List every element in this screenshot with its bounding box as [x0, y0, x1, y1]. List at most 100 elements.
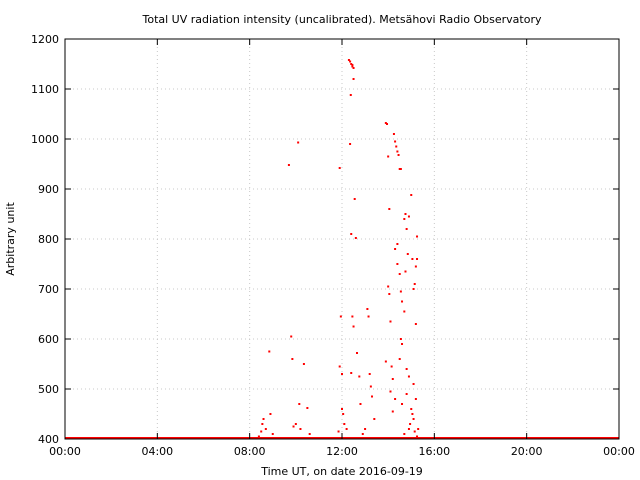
data-point	[397, 154, 400, 156]
data-point	[358, 375, 361, 378]
y-tick-label: 1000	[31, 133, 59, 146]
data-point	[416, 235, 419, 238]
data-point	[413, 430, 416, 433]
data-point	[411, 258, 414, 260]
data-point	[416, 435, 419, 438]
data-point	[396, 263, 399, 265]
gridlines	[65, 39, 619, 439]
x-tick-label: 04:00	[141, 445, 173, 458]
data-point	[399, 290, 402, 293]
data-point	[291, 358, 294, 360]
data-point	[345, 428, 348, 430]
data-point	[395, 145, 398, 148]
data-point	[373, 418, 376, 420]
data-point	[338, 365, 341, 368]
data-point	[384, 122, 387, 124]
data-point	[297, 141, 300, 144]
data-point	[339, 315, 342, 318]
data-point	[413, 283, 416, 285]
data-point	[354, 237, 357, 239]
data-point	[412, 383, 415, 385]
data-point	[308, 433, 311, 435]
data-point	[342, 413, 345, 415]
data-point	[347, 59, 350, 61]
data-point	[351, 315, 354, 318]
data-point	[257, 435, 260, 438]
data-point	[394, 248, 397, 250]
y-tick-label: 1200	[31, 33, 59, 46]
data-point	[411, 413, 414, 415]
data-point	[403, 218, 406, 220]
data-point	[356, 352, 359, 354]
data-point	[343, 423, 346, 425]
x-tick-label: 16:00	[418, 445, 450, 458]
data-point	[405, 368, 408, 370]
data-point	[361, 433, 364, 435]
y-tick-label: 500	[38, 383, 59, 396]
x-tick-label: 00:00	[49, 445, 81, 458]
data-point	[350, 372, 353, 374]
data-point	[388, 208, 391, 210]
data-point	[390, 365, 393, 368]
data-point	[349, 94, 352, 96]
y-tick-label: 400	[38, 433, 59, 446]
data-point	[371, 395, 374, 398]
data-point	[271, 433, 274, 435]
data-point	[414, 265, 417, 268]
y-tick-label: 600	[38, 333, 59, 346]
data-point	[352, 78, 355, 80]
data-point	[290, 335, 293, 338]
data-point	[398, 168, 401, 170]
data-point	[405, 228, 408, 230]
data-point	[396, 150, 399, 153]
data-point	[404, 270, 407, 273]
y-tick-label: 1100	[31, 83, 59, 96]
x-axis-label: Time UT, on date 2016-09-19	[260, 465, 423, 478]
data-point	[416, 258, 419, 260]
data-point	[394, 140, 397, 143]
data-point	[261, 423, 264, 425]
data-point	[407, 215, 410, 218]
data-point	[388, 293, 391, 295]
data-point	[387, 285, 390, 288]
data-point	[407, 428, 410, 430]
x-tick-label: 12:00	[326, 445, 358, 458]
data-point	[412, 288, 415, 290]
data-point	[350, 233, 353, 235]
data-point	[287, 164, 290, 166]
data-point	[399, 168, 402, 170]
data-point	[298, 403, 301, 405]
y-axis-label: Arbitrary unit	[4, 202, 17, 276]
data-point	[398, 273, 401, 275]
data-point	[407, 375, 410, 378]
data-point	[341, 408, 343, 410]
data-point	[299, 428, 302, 430]
data-point	[302, 363, 305, 365]
data-point	[369, 385, 372, 388]
data-point	[391, 378, 394, 380]
y-tick-label: 800	[38, 233, 59, 246]
data-point	[262, 418, 265, 420]
data-point	[410, 194, 413, 196]
data-point	[268, 350, 271, 353]
data-point	[396, 243, 399, 245]
data-point	[394, 398, 397, 400]
data-point	[338, 167, 341, 169]
y-tick-label: 900	[38, 183, 59, 196]
data-point	[294, 423, 297, 425]
data-point	[417, 428, 420, 430]
data-point	[366, 308, 369, 310]
data-point	[352, 67, 355, 69]
data-point	[292, 425, 295, 428]
data-point	[401, 300, 404, 303]
x-tick-label: 00:00	[603, 445, 635, 458]
data-point	[414, 323, 417, 325]
axis-ticks: 00:00 04:00 08:00 12:00 16:00 20:00 00:0040050…	[31, 33, 635, 458]
data-point	[403, 310, 406, 313]
data-point	[351, 64, 354, 66]
data-point	[384, 360, 387, 363]
data-point	[414, 398, 417, 400]
data-point	[350, 63, 353, 65]
